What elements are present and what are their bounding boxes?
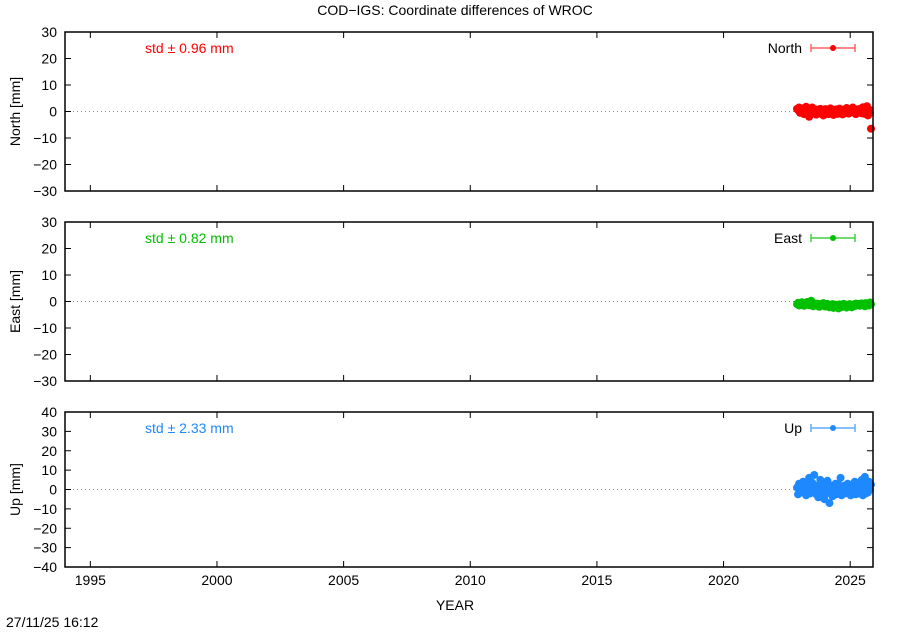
- legend-label: North: [768, 40, 802, 56]
- std-annotation: std ± 0.82 mm: [145, 230, 234, 246]
- data-point: [866, 124, 875, 133]
- y-axis-label: North [mm]: [7, 77, 23, 146]
- legend-marker: [830, 235, 836, 241]
- y-tick-label: 30: [41, 24, 57, 40]
- y-tick-label: −20: [33, 157, 57, 173]
- data-point: [866, 480, 875, 489]
- x-tick-label: 2015: [581, 572, 612, 588]
- data-point: [865, 108, 874, 117]
- x-axis-label: YEAR: [436, 597, 474, 613]
- y-tick-label: 30: [41, 214, 57, 230]
- plot-frame: [64, 411, 874, 568]
- x-tick-label: 2000: [201, 572, 232, 588]
- x-tick-label: 2010: [455, 572, 486, 588]
- x-tick-label: 1995: [75, 572, 106, 588]
- y-tick-label: 20: [41, 443, 57, 459]
- x-tick-label: 2020: [708, 572, 739, 588]
- legend-marker: [830, 45, 836, 51]
- y-tick-label: −30: [33, 183, 57, 199]
- plot-frame: [64, 221, 874, 382]
- x-tick-label: 2005: [328, 572, 359, 588]
- y-tick-label: 10: [41, 77, 57, 93]
- plot-frame: [64, 31, 874, 192]
- std-annotation: std ± 0.96 mm: [145, 40, 234, 56]
- x-tick-label: 2025: [835, 572, 866, 588]
- y-tick-label: 10: [41, 462, 57, 478]
- data-point: [825, 499, 834, 508]
- legend-label: Up: [784, 420, 802, 436]
- y-tick-label: 30: [41, 423, 57, 439]
- timestamp: 27/11/25 16:12: [6, 614, 99, 630]
- y-tick-label: −10: [33, 130, 57, 146]
- y-tick-label: −30: [33, 373, 57, 389]
- chart-title: COD−IGS: Coordinate differences of WROC: [317, 2, 593, 18]
- y-tick-label: −30: [33, 540, 57, 556]
- y-tick-label: 40: [41, 404, 57, 420]
- y-tick-label: 0: [49, 104, 57, 120]
- data-point: [836, 473, 845, 482]
- y-tick-label: −10: [33, 501, 57, 517]
- y-tick-label: 20: [41, 241, 57, 257]
- y-tick-label: −20: [33, 520, 57, 536]
- y-tick-label: −20: [33, 347, 57, 363]
- y-tick-label: −10: [33, 320, 57, 336]
- y-axis-label: East [mm]: [7, 270, 23, 333]
- y-tick-label: 0: [49, 482, 57, 498]
- legend-marker: [830, 425, 836, 431]
- data-point: [810, 470, 819, 479]
- data-point: [866, 300, 875, 309]
- y-tick-label: 10: [41, 267, 57, 283]
- y-axis-label: Up [mm]: [7, 463, 23, 516]
- std-annotation: std ± 2.33 mm: [145, 420, 234, 436]
- y-tick-label: −40: [33, 559, 57, 575]
- legend-label: East: [774, 230, 802, 246]
- y-tick-label: 0: [49, 294, 57, 310]
- y-tick-label: 20: [41, 51, 57, 67]
